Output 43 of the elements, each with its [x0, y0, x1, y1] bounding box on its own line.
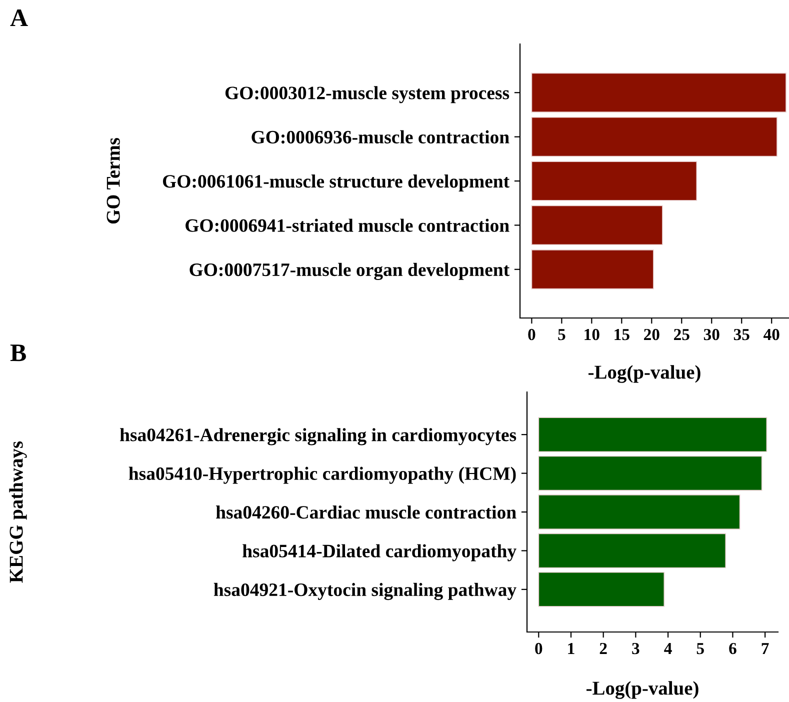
x-tick-label: 15	[614, 328, 630, 340]
x-tick-label: 5	[696, 643, 704, 654]
y-tick-label: hsa04921-Oxytocin signaling pathway	[214, 582, 516, 600]
x-tick-label: 3	[632, 642, 640, 654]
x-tick-label: 25	[674, 328, 690, 340]
x-tick-label: 30	[704, 328, 720, 340]
bar	[538, 533, 726, 568]
x-tick-label: 35	[734, 328, 750, 340]
y-tick-label: GO:0003012-muscle system process	[225, 86, 510, 104]
x-axis-title: -Log(p-value)	[586, 681, 698, 699]
bar	[538, 456, 762, 491]
bar	[538, 417, 768, 452]
x-tick-label: 4	[664, 643, 672, 654]
bar	[531, 161, 698, 201]
y-tick-label: GO:0061061-muscle structure development	[162, 174, 510, 192]
bar	[531, 116, 778, 157]
y-axis-title: KEGG pathways	[9, 441, 27, 583]
text: A	[10, 10, 28, 26]
x-tick-label: 5	[558, 329, 566, 340]
y-tick-label: hsa05410-Hypertrophic cardiomyopathy (HCM)	[128, 466, 516, 484]
bar	[531, 205, 663, 246]
x-tick-label: 1	[568, 642, 574, 654]
x-tick-label: 6	[729, 642, 736, 654]
x-tick-label: 2	[600, 642, 607, 654]
y-tick-label: hsa04261-Adrenergic signaling in cardiomyocytes	[120, 428, 516, 446]
y-tick-label: GO:0007517-muscle organ development	[190, 262, 510, 280]
y-tick-label: GO:0006936-muscle contraction	[252, 130, 510, 144]
bar	[538, 572, 665, 607]
bar	[538, 494, 740, 530]
x-tick-label: 7	[762, 643, 769, 654]
x-tick-label: 20	[644, 328, 660, 340]
bar	[531, 72, 786, 112]
x-tick-label: 10	[584, 328, 600, 340]
text: B	[10, 344, 26, 362]
y-axis-title: GO Terms	[106, 138, 120, 224]
x-axis-title: -Log(p-value)	[588, 365, 700, 383]
x-tick-label: 0	[528, 328, 536, 340]
x-tick-label: 0	[535, 642, 542, 654]
y-tick-label: hsa05414-Dilated cardiomyopathy	[242, 544, 516, 562]
x-tick-label: 40	[764, 328, 780, 340]
y-tick-label: hsa04260-Cardiac muscle contraction	[216, 505, 516, 519]
y-tick-label: GO:0006941-striated muscle contraction	[186, 218, 510, 232]
bar	[531, 250, 654, 290]
